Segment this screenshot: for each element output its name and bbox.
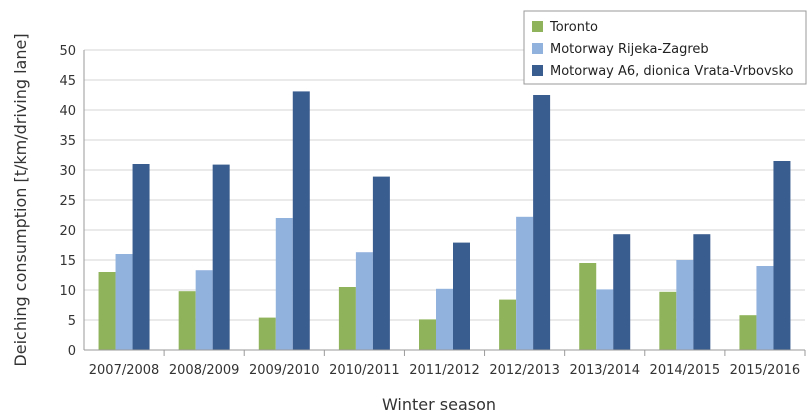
y-tick-label: 25 xyxy=(59,194,76,209)
legend-swatch xyxy=(532,43,543,54)
bar xyxy=(693,234,711,350)
bar xyxy=(579,263,597,350)
bar xyxy=(115,254,133,350)
y-tick-label: 50 xyxy=(59,44,76,59)
legend-swatch xyxy=(532,21,543,32)
bar xyxy=(195,270,213,350)
x-tick-label: 2008/2009 xyxy=(169,363,240,378)
y-tick-label: 45 xyxy=(59,74,76,89)
bar xyxy=(533,95,551,350)
y-tick-label: 30 xyxy=(59,164,76,179)
bar xyxy=(676,260,694,350)
bar xyxy=(499,299,517,350)
bar xyxy=(596,289,614,350)
bars xyxy=(98,91,791,351)
bar xyxy=(338,287,356,350)
bar xyxy=(739,315,757,350)
bar xyxy=(132,164,150,350)
x-axis-title: Winter season xyxy=(382,395,496,413)
x-tick-label: 2009/2010 xyxy=(249,363,320,378)
bar xyxy=(773,161,791,350)
y-tick-label: 5 xyxy=(68,314,76,329)
x-tick-label: 2007/2008 xyxy=(89,363,160,378)
bar xyxy=(355,252,373,350)
y-tick-label: 35 xyxy=(59,134,76,149)
bar xyxy=(258,317,276,350)
legend-swatch xyxy=(532,65,543,76)
legend: Toronto Motorway Rijeka-Zagreb Motorway A6… xyxy=(523,10,807,85)
bar xyxy=(453,242,470,350)
bar xyxy=(212,164,230,350)
y-axis-title: Deiching consumption [t/km/driving lane] xyxy=(11,33,30,366)
bar xyxy=(756,266,774,350)
x-tick-label: 2013/2014 xyxy=(569,363,640,378)
bar xyxy=(98,272,116,350)
legend-label: Motorway A6, dionica Vrata-Vrbovsko xyxy=(550,64,794,79)
y-tick-label: 40 xyxy=(59,104,76,119)
y-tick-label: 20 xyxy=(59,224,76,239)
bar xyxy=(292,91,310,351)
bar xyxy=(516,216,534,350)
x-tick-label: 2012/2013 xyxy=(489,363,560,378)
bar xyxy=(436,288,453,350)
legend-label: Motorway Rijeka-Zagreb xyxy=(550,42,709,57)
bar xyxy=(659,291,677,350)
bar xyxy=(419,319,436,350)
y-tick-label: 15 xyxy=(59,254,76,269)
bar xyxy=(178,291,196,350)
x-tick-label: 2014/2015 xyxy=(650,363,721,378)
legend-label: Toronto xyxy=(549,20,598,35)
bar xyxy=(372,176,390,350)
bar xyxy=(275,218,293,350)
y-tick-label: 0 xyxy=(68,344,76,359)
bar xyxy=(613,234,631,350)
y-tick-label: 10 xyxy=(59,284,76,299)
x-tick-label: 2015/2016 xyxy=(730,363,801,378)
x-tick-label: 2010/2011 xyxy=(329,363,400,378)
axes: 0 5 10 15 20 25 30 35 40 45 50 2007/2008 2008/2009 20… xyxy=(59,44,806,378)
x-tick-label: 2011/2012 xyxy=(409,363,480,378)
legend-box xyxy=(523,10,807,85)
